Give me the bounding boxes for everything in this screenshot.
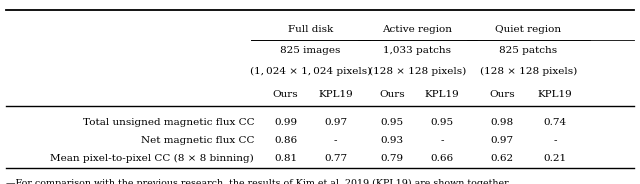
Text: 825 images: 825 images: [280, 46, 340, 55]
Text: 0.79: 0.79: [381, 154, 404, 163]
Text: 0.62: 0.62: [490, 154, 513, 163]
Text: Ours: Ours: [380, 90, 405, 99]
Text: 0.97: 0.97: [324, 118, 348, 127]
Text: (128 × 128 pixels): (128 × 128 pixels): [369, 67, 466, 76]
Text: (128 × 128 pixels): (128 × 128 pixels): [480, 67, 577, 76]
Text: 1,033 patchs: 1,033 patchs: [383, 46, 451, 55]
Text: —For comparison with the previous research, the results of Kim et al. 2019 (KPL1: —For comparison with the previous resear…: [6, 179, 511, 184]
Text: -: -: [334, 136, 337, 145]
Text: KPL19: KPL19: [538, 90, 573, 99]
Text: Ours: Ours: [489, 90, 515, 99]
Text: 0.95: 0.95: [381, 118, 404, 127]
Text: Total unsigned magnetic flux CC: Total unsigned magnetic flux CC: [83, 118, 254, 127]
Text: 0.97: 0.97: [490, 136, 513, 145]
Text: 0.74: 0.74: [543, 118, 567, 127]
Text: KPL19: KPL19: [425, 90, 460, 99]
Text: Ours: Ours: [273, 90, 298, 99]
Text: 0.81: 0.81: [274, 154, 297, 163]
Text: 0.66: 0.66: [431, 154, 454, 163]
Text: 0.77: 0.77: [324, 154, 348, 163]
Text: 0.21: 0.21: [543, 154, 567, 163]
Text: 825 patchs: 825 patchs: [499, 46, 557, 55]
Text: (1, 024 × 1, 024 pixels): (1, 024 × 1, 024 pixels): [250, 67, 371, 76]
Text: Quiet region: Quiet region: [495, 25, 562, 34]
Text: 0.95: 0.95: [431, 118, 454, 127]
Text: 0.86: 0.86: [274, 136, 297, 145]
Text: 0.98: 0.98: [490, 118, 513, 127]
Text: Net magnetic flux CC: Net magnetic flux CC: [141, 136, 254, 145]
Text: KPL19: KPL19: [318, 90, 353, 99]
Text: -: -: [554, 136, 557, 145]
Text: 0.93: 0.93: [381, 136, 404, 145]
Text: Active region: Active region: [382, 25, 452, 34]
Text: -: -: [440, 136, 444, 145]
Text: 0.99: 0.99: [274, 118, 297, 127]
Text: Full disk: Full disk: [288, 25, 333, 34]
Text: Mean pixel-to-pixel CC (8 × 8 binning): Mean pixel-to-pixel CC (8 × 8 binning): [51, 154, 254, 163]
